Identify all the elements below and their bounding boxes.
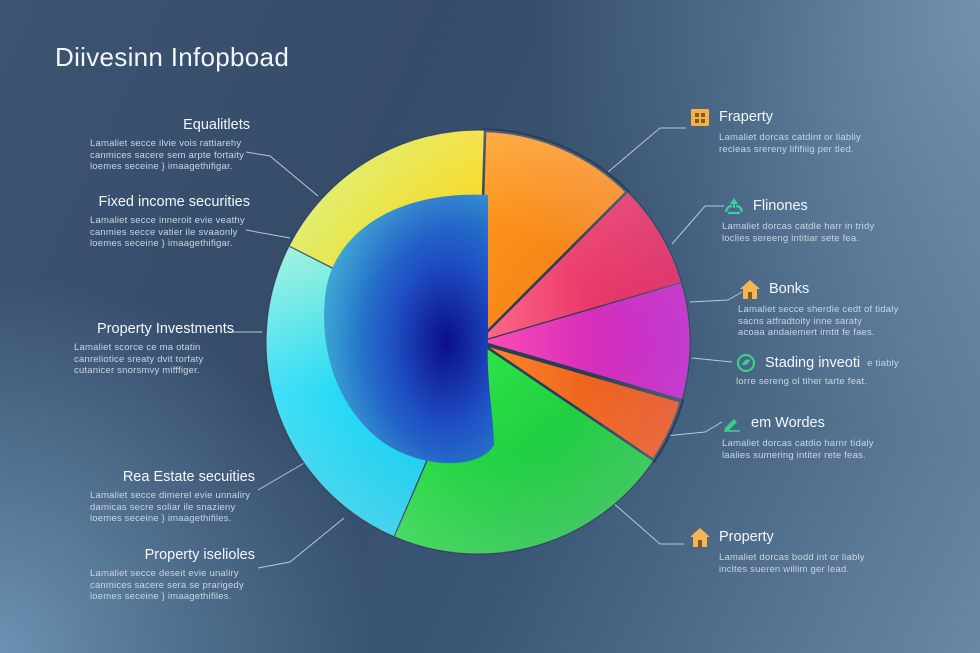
label-description: Lamaliet dorcas bodd int or liably inclt… (719, 552, 865, 575)
leader-line-right-4 (691, 357, 733, 363)
label-property-iselioles: Property iselioles Lamaliet secce deseit… (90, 546, 255, 603)
label-description: Lamaliet dorcas catdio harnr tidaly laal… (722, 438, 874, 461)
label-title: Property (719, 529, 774, 545)
leaf-icon (734, 352, 758, 374)
leader-line-right-1 (607, 127, 686, 173)
label-suffix: e tiably (867, 358, 899, 370)
leader-line-left-5 (257, 517, 345, 569)
pencil-icon (720, 412, 744, 434)
house-icon (688, 526, 712, 548)
leader-lines (228, 127, 743, 569)
pie-shine (266, 130, 690, 554)
label-description: Lamaliet secce inneroit evie veathy canm… (90, 215, 245, 249)
label-fraperty: Fraperty Lamaliet dorcas catdint or liab… (688, 106, 888, 155)
label-title: Fixed income securities (98, 194, 251, 210)
label-title: Fraperty (719, 109, 773, 125)
label-flinones: Flinones Lamaliet dorcas catdle harr in … (722, 195, 922, 244)
leader-line-left-4 (257, 461, 307, 491)
leader-line-right-6 (611, 501, 684, 545)
label-bonks: Bonks Lamaliet secce sherdie cedt of tid… (738, 278, 938, 339)
label-description: Lamaliet dorcas catdint or liabliy recie… (719, 132, 861, 155)
label-title: Stading inveoti (765, 355, 861, 371)
label-description: Lamaliet secce dimerel evie unnaliry dam… (90, 490, 251, 524)
leader-line-right-3 (689, 291, 743, 303)
label-title: Rea Estate secuities (122, 469, 255, 485)
label-description: Lamaliet scorce ce ma otatin canreliotic… (74, 342, 204, 376)
label-title: Equalitlets (183, 117, 250, 133)
label-description: Lamaliet secce sherdie cedt of tidaly sa… (738, 304, 899, 338)
label-title: Flinones (753, 198, 808, 214)
label-equalitlets: Equalitlets Lamaliet secce ilvie vois ra… (90, 116, 250, 173)
house-icon (688, 106, 712, 128)
label-description: lorre sereng ol tiher tarte feat. (736, 376, 868, 387)
leader-line-right-5 (664, 421, 723, 437)
leader-line-left-1 (245, 151, 319, 197)
label-property: Property Lamaliet dorcas bodd int or lia… (688, 526, 888, 575)
leader-line-left-2 (245, 229, 291, 239)
label-em-wordes: em Wordes Lamaliet dorcas catdio harnr t… (720, 412, 920, 461)
label-title: em Wordes (751, 415, 825, 431)
label-title: Property Investments (97, 321, 234, 337)
label-title: Bonks (769, 281, 810, 297)
label-stading: Stading inveoti e tiably lorre sereng ol… (734, 352, 974, 388)
label-fixed-income: Fixed income securities Lamaliet secce i… (90, 193, 250, 250)
recycle-icon (722, 195, 746, 217)
leader-line-right-2 (671, 205, 724, 245)
page-title: Diivesinn Infopboad (55, 42, 290, 72)
label-real-estate: Rea Estate secuities Lamaliet secce dime… (90, 468, 255, 525)
label-title: Property iselioles (144, 547, 255, 563)
label-description: Lamaliet secce deseit evie unaliry canmi… (90, 568, 244, 602)
house-icon (738, 278, 762, 300)
label-description: Lamaliet secce ilvie vois rattiarehy can… (90, 138, 245, 172)
label-property-investments: Property Investments Lamaliet scorce ce … (74, 320, 234, 377)
label-description: Lamaliet dorcas catdle harr in tridy loc… (722, 221, 875, 244)
